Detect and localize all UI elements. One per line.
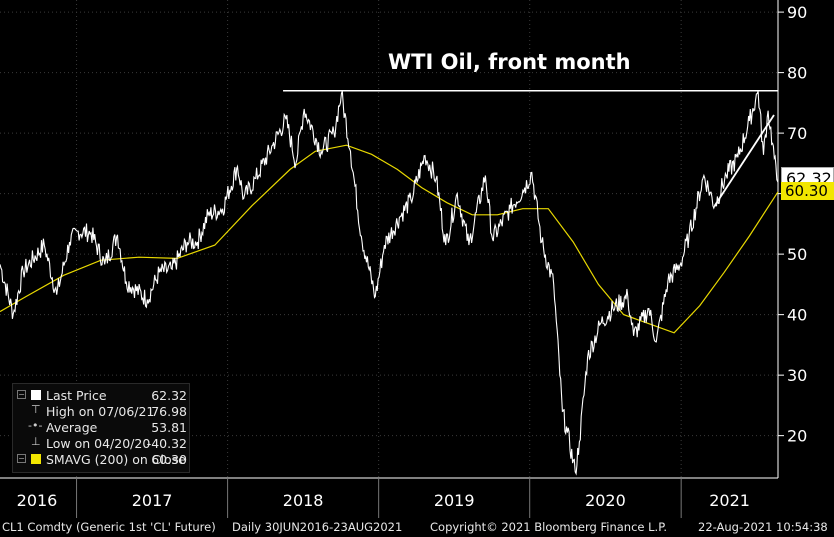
legend-value: 76.98 bbox=[151, 404, 187, 419]
legend-value: 62.32 bbox=[151, 388, 187, 403]
legend-value: 60.30 bbox=[151, 452, 187, 467]
legend-row-last-price[interactable]: − Last Price 62.32 bbox=[13, 387, 189, 403]
y-tick-label: 80 bbox=[787, 64, 807, 83]
footer-copyright: Copyright© 2021 Bloomberg Finance L.P. bbox=[430, 520, 667, 534]
last-price-line bbox=[0, 90, 779, 476]
x-tick-label: 2021 bbox=[709, 491, 750, 510]
y-tick-label: 70 bbox=[787, 124, 807, 143]
collapse-icon[interactable]: − bbox=[17, 390, 26, 399]
footer-bar: CL1 Comdty (Generic 1st 'CL' Future) Dai… bbox=[0, 518, 834, 537]
x-axis: 2016 2017 2018 2019 2020 2021 bbox=[0, 477, 778, 518]
x-tick-label: 2017 bbox=[132, 491, 173, 510]
x-tick-label: 2016 bbox=[17, 491, 58, 510]
y-tick-label: 40 bbox=[787, 306, 807, 325]
footer-range: Daily 30JUN2016-23AUG2021 bbox=[232, 520, 403, 534]
legend-value: -40.32 bbox=[146, 436, 187, 451]
legend-panel: − Last Price 62.32 ⊤ High on 07/06/21 76… bbox=[12, 383, 190, 473]
collapse-icon[interactable]: − bbox=[17, 454, 26, 463]
legend-value: 53.81 bbox=[151, 420, 187, 435]
legend-row-high[interactable]: ⊤ High on 07/06/21 76.98 bbox=[13, 403, 189, 419]
high-marker-icon: ⊤ bbox=[31, 403, 41, 416]
y-tick-label: 20 bbox=[787, 427, 807, 446]
legend-row-low[interactable]: ⊥ Low on 04/20/20 -40.32 bbox=[13, 435, 189, 451]
sma-axis-tag: 60.30 bbox=[781, 182, 834, 200]
footer-timestamp: 22-Aug-2021 10:54:38 bbox=[698, 520, 828, 534]
legend-row-sma[interactable]: − SMAVG (200) on Close 60.30 bbox=[13, 451, 189, 467]
footer-ticker: CL1 Comdty (Generic 1st 'CL' Future) bbox=[2, 520, 216, 534]
x-tick-label: 2020 bbox=[585, 491, 626, 510]
legend-row-average[interactable]: -•- Average 53.81 bbox=[13, 419, 189, 435]
legend-label: Low on 04/20/20 bbox=[46, 436, 151, 451]
legend-label: High on 07/06/21 bbox=[46, 404, 155, 419]
y-tick-label: 50 bbox=[787, 245, 807, 264]
trend-line bbox=[713, 114, 775, 207]
white-square-icon bbox=[31, 390, 41, 400]
legend-label: SMAVG (200) on Close bbox=[46, 452, 186, 467]
y-tick-label: 30 bbox=[787, 366, 807, 385]
average-marker-icon: -•- bbox=[28, 419, 43, 432]
y-tick-label: 90 bbox=[787, 3, 807, 22]
sma-200-line bbox=[0, 144, 779, 334]
legend-label: Average bbox=[46, 420, 98, 435]
yellow-square-icon bbox=[31, 454, 41, 464]
plot-area bbox=[0, 89, 779, 476]
chart-title: WTI Oil, front month bbox=[388, 50, 631, 74]
y-axis: 2030405060708090 bbox=[777, 0, 807, 478]
legend-label: Last Price bbox=[46, 388, 107, 403]
low-marker-icon: ⊥ bbox=[31, 435, 41, 448]
grid-lines bbox=[0, 0, 778, 478]
x-tick-label: 2018 bbox=[283, 491, 324, 510]
x-tick-label: 2019 bbox=[434, 491, 475, 510]
